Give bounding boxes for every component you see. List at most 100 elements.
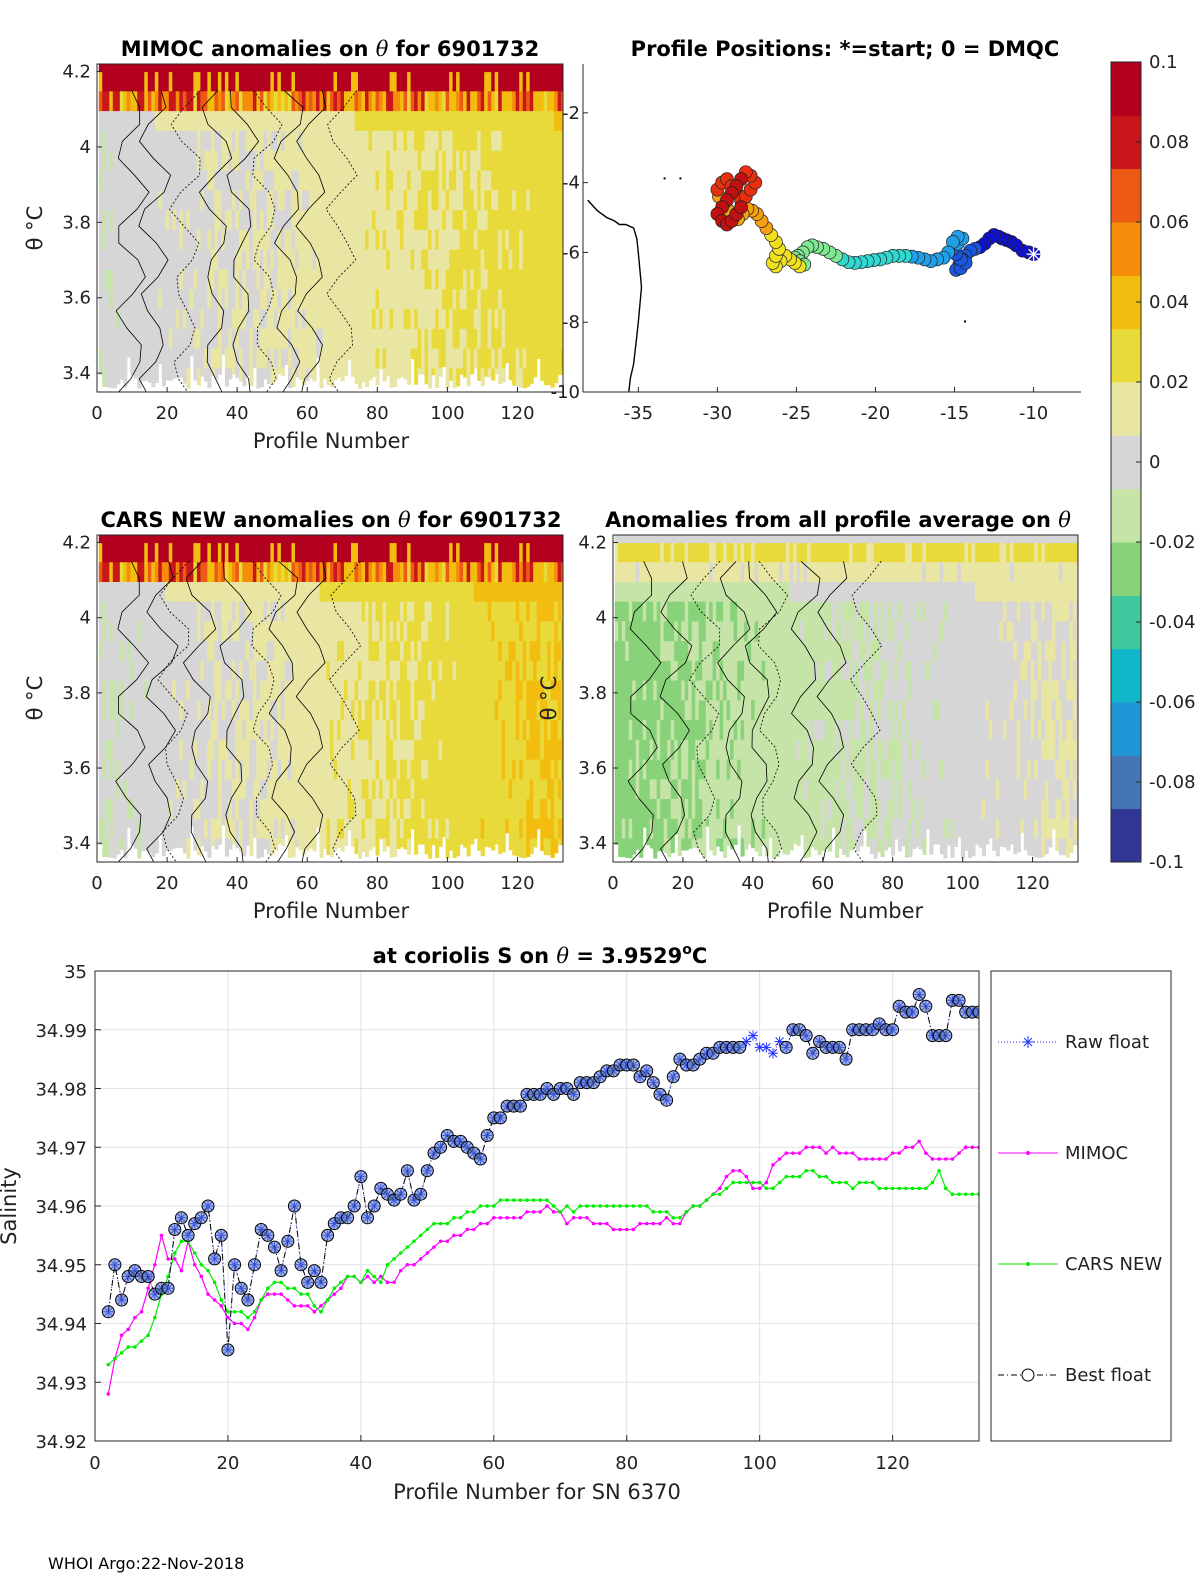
cars-cell — [137, 542, 142, 563]
cars-cell — [291, 759, 296, 780]
mimoc-cell — [389, 309, 394, 330]
mimoc-cell — [298, 269, 303, 290]
cars-cell — [389, 680, 394, 701]
mimoc-cell — [316, 289, 321, 310]
cars-cell — [305, 799, 310, 820]
cars-cell — [186, 759, 191, 780]
cars-cell — [228, 739, 233, 761]
mimoc-cell — [130, 289, 135, 310]
mimoc-cell — [238, 210, 243, 231]
mimoc-contour — [198, 90, 233, 392]
mimoc-cell — [501, 249, 506, 271]
cars-cell — [224, 535, 229, 544]
cars-cell — [452, 582, 457, 603]
cars-cell — [214, 621, 219, 642]
cars-cell — [414, 700, 419, 721]
mimoc-cell — [144, 130, 149, 152]
mimoc-cell — [396, 64, 401, 73]
mimoc-cell — [259, 130, 264, 152]
cars-cell — [501, 660, 506, 682]
mimoc-contour — [295, 90, 327, 392]
cars-cell — [189, 535, 194, 544]
mimoc-cell — [452, 229, 457, 251]
cars-cell — [144, 601, 149, 622]
mimoc-cell — [228, 130, 233, 152]
cars-cell — [403, 779, 408, 800]
cars-cell — [98, 759, 103, 780]
mimoc-cell — [410, 229, 415, 251]
cars-cell — [316, 535, 321, 544]
mimoc-cell — [449, 64, 454, 73]
mimoc-cell — [172, 368, 177, 379]
cars-cell — [407, 621, 412, 642]
mimoc-cell — [288, 289, 293, 310]
cars-cell — [547, 759, 552, 780]
cars-cell — [98, 680, 103, 701]
mimoc-cell — [393, 190, 398, 211]
cars-cell — [498, 542, 503, 563]
average-cell — [646, 818, 651, 840]
cars-cell — [470, 601, 475, 622]
mimoc-cell — [347, 249, 352, 271]
mimoc-cell — [270, 289, 275, 310]
cars-cell — [140, 562, 145, 583]
cars-cell — [235, 818, 240, 840]
cars-cell — [533, 542, 538, 563]
mimoc-cell — [123, 289, 128, 310]
cars-cell — [98, 660, 103, 682]
cars-cell — [105, 621, 110, 642]
mimoc-cell — [473, 170, 478, 191]
cars-cell — [498, 535, 503, 544]
cars-cell — [459, 660, 464, 682]
mimoc-cell — [557, 111, 562, 132]
colorbar-tick-label: 0.08 — [1149, 132, 1189, 153]
cars-cell — [200, 542, 205, 563]
mimoc-cell — [165, 71, 170, 92]
mimoc-cell — [102, 170, 107, 191]
cars-cell — [333, 562, 338, 583]
cars-cell — [137, 779, 142, 800]
mimoc-cell — [428, 229, 433, 251]
mimoc-cell — [400, 328, 405, 350]
cars-cell — [389, 621, 394, 642]
mimoc-cell — [326, 130, 331, 152]
average-cell — [660, 542, 665, 563]
mimoc-cell — [547, 289, 552, 310]
cars-cell — [505, 700, 510, 721]
mimoc-cell — [526, 249, 531, 271]
mimoc-cell — [323, 64, 328, 73]
cars-cell — [491, 779, 496, 800]
mimoc-cell — [519, 91, 524, 112]
mimoc-cell — [372, 348, 377, 369]
cars-cell — [270, 818, 275, 840]
mimoc-cell — [231, 190, 236, 211]
average-cell — [653, 641, 658, 662]
mimoc-cell — [203, 64, 208, 73]
cars-cell — [224, 779, 229, 800]
cars-cell — [154, 759, 159, 780]
cars-cell — [498, 621, 503, 642]
cars-cell — [382, 818, 387, 840]
positions-y-tick-label: -6 — [562, 242, 580, 263]
cars-cell — [393, 582, 398, 603]
cars-cell — [361, 759, 366, 780]
mimoc-cell — [312, 130, 317, 152]
mimoc-cell — [224, 229, 229, 251]
cars-cell — [561, 720, 563, 741]
mimoc-cell — [249, 91, 254, 112]
cars-cell — [452, 535, 457, 544]
cars-cell — [452, 660, 457, 682]
mimoc-cell — [470, 190, 475, 211]
mimoc-cell — [210, 111, 215, 132]
cars-cell — [193, 621, 198, 642]
mimoc-cell — [273, 348, 278, 369]
cars-cell — [540, 720, 545, 741]
cars-x-tick-label: 100 — [430, 873, 464, 894]
cars-cell — [326, 759, 331, 780]
cars-cell — [161, 779, 166, 800]
cars-cell — [172, 621, 177, 642]
cars-cell — [323, 582, 328, 603]
mimoc-cell — [449, 111, 454, 132]
mimoc-cell — [473, 348, 478, 369]
mimoc-cell — [347, 170, 352, 191]
